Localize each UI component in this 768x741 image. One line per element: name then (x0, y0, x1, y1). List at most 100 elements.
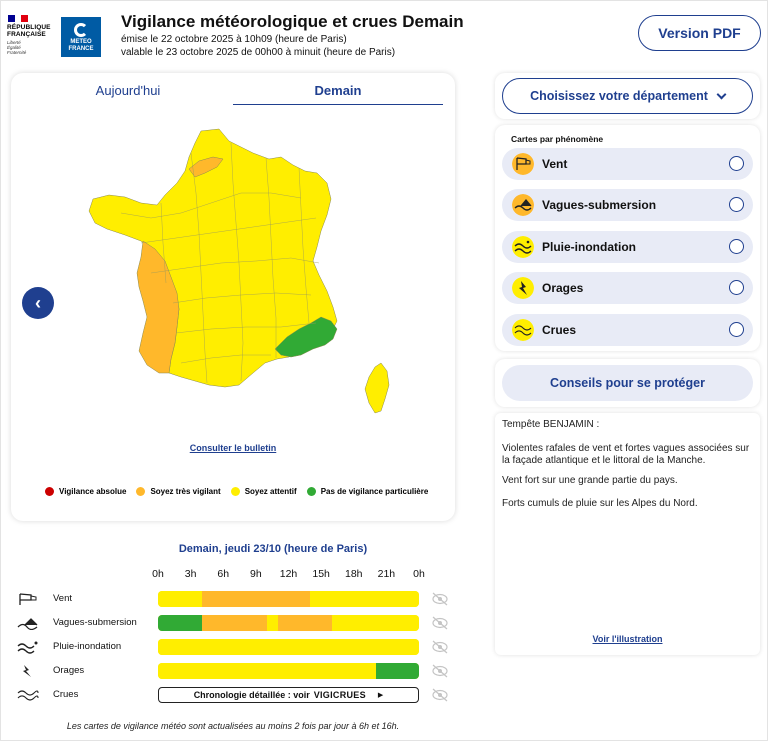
pheno-item-orages[interactable]: Orages (502, 272, 753, 304)
pheno-radio-crues[interactable] (729, 322, 744, 337)
issued-date: émise le 22 octobre 2025 à 10h09 (heure … (121, 34, 347, 45)
legend-dot-orange (136, 487, 146, 496)
timeline-segment (277, 615, 332, 631)
eye-off-icon[interactable] (431, 616, 449, 630)
waves-icon (17, 618, 38, 630)
storm-icon (512, 277, 534, 299)
vigilance-map[interactable] (81, 123, 401, 423)
rf-line-2: FRANÇAISE (7, 31, 46, 38)
bulletin-link[interactable]: Consulter le bulletin (189, 443, 277, 453)
pheno-radio-vagues[interactable] (729, 197, 744, 212)
rf-motto-2: Égalité (7, 45, 21, 50)
timeline-title: Demain, jeudi 23/10 (heure de Paris) (178, 543, 368, 555)
map-card: Aujourd'hui Demain ‹ (11, 73, 455, 521)
legend-label-red: Vigilance absolue (59, 487, 127, 496)
legend-item-red: Vigilance absolue (45, 487, 126, 496)
map-region-atlantic[interactable] (136, 240, 180, 374)
timeline-segment (158, 639, 419, 655)
previous-day-button[interactable]: ‹ (22, 287, 54, 319)
rf-motto-3: Fraternité (7, 50, 27, 55)
meteo-france-logo[interactable]: METEO FRANCE (61, 17, 101, 57)
header: RÉPUBLIQUE FRANÇAISE Liberté Égalité Fra… (1, 1, 768, 65)
pheno-item-vagues[interactable]: Vagues-submersion (502, 189, 753, 221)
eye-off-icon[interactable] (431, 688, 449, 702)
timeline-label-orages: Orages (53, 665, 85, 676)
timeline-label-crues: Crues (53, 689, 79, 700)
timeline-bar-pluie[interactable] (158, 639, 419, 655)
pheno-item-pluie[interactable]: Pluie-inondation (502, 231, 753, 263)
timeline-segment (375, 663, 419, 679)
rf-motto-1: Liberté (7, 40, 21, 45)
tab-tomorrow[interactable]: Demain (233, 83, 443, 105)
pheno-item-crues[interactable]: Crues (502, 314, 753, 346)
timeline-hour-label: 21h (377, 568, 396, 580)
timeline-label-vagues: Vagues-submersion (53, 617, 137, 628)
timeline-hour-label: 0h (152, 568, 164, 580)
pheno-item-vent[interactable]: Vent (502, 148, 753, 180)
wind-icon (512, 153, 534, 175)
timeline-bar-vagues[interactable] (158, 615, 419, 631)
republique-francaise-logo: RÉPUBLIQUE FRANÇAISE Liberté Égalité Fra… (7, 15, 55, 61)
timeline-segment (201, 591, 311, 607)
department-card: Choisissez votre département (495, 73, 760, 119)
timeline-row-vagues: Vagues-submersion (17, 615, 453, 631)
timeline-hour-label: 0h (413, 568, 425, 580)
chrono-text: Chronologie détaillée : voir (193, 690, 310, 700)
pdf-version-button[interactable]: Version PDF (638, 15, 761, 51)
vigicrues-chronology-link[interactable]: Chronologie détaillée : voir VIGICRUES ▶ (158, 687, 419, 703)
timeline-hour-label: 9h (250, 568, 262, 580)
rf-line-1: RÉPUBLIQUE (7, 24, 51, 31)
eye-off-icon[interactable] (431, 640, 449, 654)
timeline-segment (158, 615, 202, 631)
vigicrues-logo: VIGICRUES (313, 690, 366, 700)
wind-icon (19, 593, 37, 605)
legend-label-orange: Soyez très vigilant (150, 487, 221, 496)
department-select-label: Choisissez votre département (530, 89, 708, 103)
legend-dot-green (306, 487, 316, 496)
update-footnote: Les cartes de vigilance météo sont actua… (66, 721, 400, 731)
pheno-label-orages: Orages (542, 281, 584, 295)
timeline-segment (158, 663, 376, 679)
map-region-corsica[interactable] (364, 362, 390, 414)
french-flag-icon (8, 15, 29, 22)
page-title: Vigilance météorologique et crues Demain (121, 12, 464, 31)
validity-date: valable le 23 octobre 2025 de 00h00 à mi… (121, 47, 396, 58)
illustration-link[interactable]: Voir l'illustration (592, 634, 663, 644)
timeline-row-orages: Orages (17, 663, 453, 679)
timeline-segment (266, 615, 278, 631)
conseils-button[interactable]: Conseils pour se protéger (502, 365, 753, 401)
pheno-label-pluie: Pluie-inondation (542, 240, 636, 254)
map-legend: Vigilance absolue Soyez très vigilant So… (45, 487, 428, 496)
bulletin-text-3: Vent fort sur une grande partie du pays. (502, 475, 678, 486)
timeline-label-vent: Vent (53, 593, 73, 604)
mf-line-2: FRANCE (68, 45, 94, 52)
tab-today[interactable]: Aujourd'hui (95, 83, 161, 98)
timeline-segment (158, 591, 202, 607)
timeline-row-vent: Vent (17, 591, 453, 607)
rain-icon (512, 236, 534, 258)
legend-label-green: Pas de vigilance particulière (320, 487, 429, 496)
phenomena-title: Cartes par phénomène (511, 134, 604, 144)
map-region-southeast[interactable] (274, 316, 338, 358)
map-region-normandy[interactable] (188, 156, 224, 178)
flood-icon (512, 319, 534, 341)
legend-label-yellow: Soyez attentif (244, 487, 297, 496)
mf-line-1: METEO (70, 39, 92, 45)
timeline-segment (332, 615, 419, 631)
eye-off-icon[interactable] (431, 664, 449, 678)
pheno-radio-vent[interactable] (729, 156, 744, 171)
flood-icon (17, 690, 39, 701)
pheno-radio-orages[interactable] (729, 280, 744, 295)
timeline-segment (310, 591, 419, 607)
pheno-label-crues: Crues (542, 323, 577, 337)
timeline-hour-label: 6h (217, 568, 230, 580)
timeline-label-pluie: Pluie-inondation (53, 641, 122, 652)
timeline-bar-vent[interactable] (158, 591, 419, 607)
pheno-radio-pluie[interactable] (729, 239, 744, 254)
eye-off-icon[interactable] (431, 592, 449, 606)
legend-item-orange: Soyez très vigilant (136, 487, 221, 496)
department-select-button[interactable]: Choisissez votre département (502, 78, 753, 114)
timeline-segment (201, 615, 267, 631)
timeline-bar-orages[interactable] (158, 663, 419, 679)
